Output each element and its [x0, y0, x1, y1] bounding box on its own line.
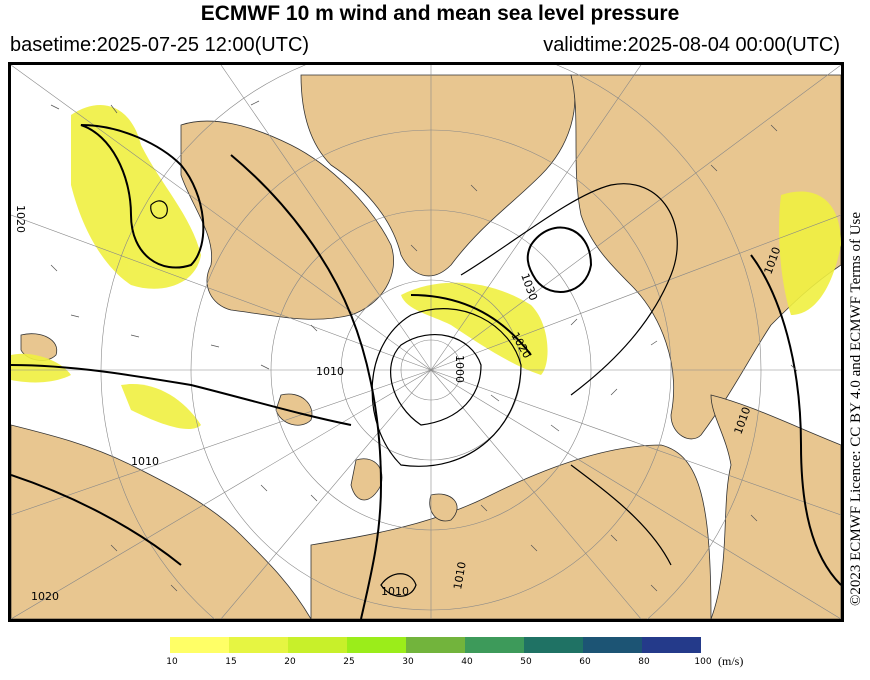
isobar-3: [11, 364, 352, 426]
isobar-12: [11, 474, 182, 566]
colorbar-tick: 60: [579, 657, 591, 667]
land-franz-josef: [429, 493, 458, 522]
isobar-2: [150, 200, 168, 219]
colorbar-segment: [229, 637, 288, 653]
wind-area-3: [779, 191, 841, 315]
map-title: ECMWF 10 m wind and mean sea level press…: [200, 2, 680, 25]
colorbar-segment: [288, 637, 347, 653]
graticule: [11, 65, 841, 619]
wind-area-4: [121, 384, 201, 430]
land-alaska: [710, 394, 841, 619]
validtime-label: validtime:2025-08-04 00:00(UTC): [543, 34, 840, 56]
wind-arrows: [50, 100, 798, 592]
isobar-label: 1020: [14, 205, 27, 233]
isobar-label: 1010: [451, 561, 469, 591]
colorbar-segment: [465, 637, 524, 653]
isobar-7: [526, 226, 593, 293]
isobar-label: 1010: [316, 365, 344, 378]
land-europe: [11, 424, 312, 619]
colorbar-tick: 30: [402, 657, 414, 667]
land-siberia: [310, 444, 712, 619]
colorbar-segment: [170, 637, 229, 653]
land-arctic-islands: [300, 74, 576, 277]
colorbar-unit: (m/s): [718, 654, 744, 668]
isobar-4: [230, 154, 383, 619]
wind-area-2: [401, 282, 548, 375]
isobar-13: [380, 573, 417, 597]
isobar-label: 1020: [31, 590, 59, 603]
license-credit: ©2023 ECMWF Licence: CC BY 4.0 and ECMWF…: [848, 211, 864, 606]
colorbar-segment: [406, 637, 465, 653]
basetime-label: basetime:2025-07-25 12:00(UTC): [10, 34, 310, 56]
isobar-6: [371, 308, 522, 467]
colorbar-tick: 25: [343, 657, 355, 667]
isobar-10: [750, 254, 841, 586]
colorbar-tick: 100: [694, 657, 712, 667]
colorbar-tick: 20: [284, 657, 296, 667]
colorbar-tick: 80: [638, 657, 650, 667]
isobar-5: [390, 334, 482, 426]
colorbar-segment: [583, 637, 642, 653]
isobar-1: [80, 124, 205, 269]
colorbar-segment: [642, 637, 701, 653]
wind-speed-colorbar: [170, 637, 701, 653]
colorbar-tick: 15: [225, 657, 237, 667]
map-svg: 1020 1010 1030 1020 1010 1010 1000 1010 …: [11, 65, 841, 619]
wind-area-5: [11, 353, 71, 383]
isobar-label: 1030: [518, 272, 540, 303]
isobar-11: [570, 464, 672, 566]
isobar-label: 1010: [131, 455, 159, 468]
colorbar-segment: [347, 637, 406, 653]
isobar-9: [410, 294, 532, 356]
land-layer: [11, 74, 841, 619]
colorbar-segment: [524, 637, 583, 653]
colorbar-tick: 50: [520, 657, 532, 667]
colorbar-tick: 10: [166, 657, 178, 667]
land-svalbard: [275, 393, 313, 426]
isobar-layer: [11, 124, 841, 619]
map-panel: 1020 1010 1030 1020 1010 1010 1000 1010 …: [8, 62, 844, 622]
wind-area-1: [71, 105, 201, 289]
colorbar-tick: 40: [461, 657, 473, 667]
land-north-america: [570, 74, 841, 440]
isobar-label: 1000: [453, 355, 466, 383]
wind-shading-layer: [11, 105, 841, 430]
isobar-8: [460, 183, 678, 396]
isobar-label: 1010: [381, 585, 409, 598]
land-novaya-zemlya: [350, 458, 383, 501]
